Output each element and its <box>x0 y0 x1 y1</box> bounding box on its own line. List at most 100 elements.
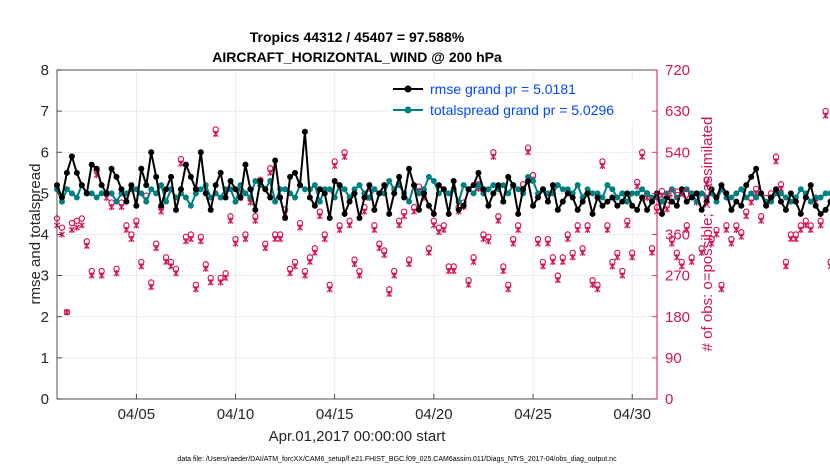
obs-assimilated-marker <box>406 261 413 268</box>
obs-assimilated-marker <box>525 149 532 156</box>
y-tick-label-right: 630 <box>665 103 690 120</box>
rmse-point <box>738 202 745 209</box>
obs-assimilated-marker <box>440 226 447 234</box>
rmse-point <box>758 190 765 197</box>
rmse-point <box>252 206 259 213</box>
totalspread-point <box>371 186 378 193</box>
obs-assimilated-marker <box>78 222 85 229</box>
totalspread-point <box>668 186 675 193</box>
rmse-point <box>564 190 571 197</box>
rmse-point <box>510 182 517 189</box>
rmse-point <box>579 198 586 205</box>
rmse-point <box>475 169 482 176</box>
totalspread-point <box>782 194 789 201</box>
obs-possible-marker <box>827 258 830 266</box>
rmse-point <box>485 202 492 209</box>
obs-assimilated-marker <box>68 226 75 234</box>
rmse-point <box>530 202 537 209</box>
legend-rmse-label: rmse grand pr = 5.0181 <box>430 81 576 97</box>
obs-assimilated-marker <box>782 263 789 270</box>
totalspread-point <box>569 190 576 197</box>
x-tick-label: 04/10 <box>217 406 255 423</box>
rmse-point <box>326 215 333 222</box>
obs-assimilated-marker <box>792 235 799 243</box>
rmse-point <box>604 198 611 205</box>
obs-assimilated-marker <box>599 162 606 170</box>
obs-assimilated-marker <box>465 281 472 288</box>
totalspread-point <box>187 202 194 209</box>
obs-assimilated-marker <box>748 199 755 206</box>
obs-assimilated-marker <box>723 226 730 234</box>
rmse-point <box>663 194 670 201</box>
obs-assimilated-marker <box>287 270 294 277</box>
totalspread-point <box>530 178 537 185</box>
obs-assimilated-marker <box>728 240 735 247</box>
y-tick-label-left: 0 <box>41 391 49 408</box>
obs-assimilated-marker <box>554 277 561 284</box>
rmse-point <box>490 190 497 197</box>
totalspread-point <box>559 186 566 193</box>
y-tick-label-right: 360 <box>665 227 690 244</box>
rmse-point <box>292 169 299 176</box>
rmse-point <box>73 169 80 176</box>
rmse-point <box>63 169 70 176</box>
rmse-point <box>569 194 576 201</box>
totalspread-point <box>143 198 150 205</box>
obs-assimilated-marker <box>564 235 571 243</box>
rmse-point <box>222 194 229 201</box>
rmse-point <box>787 190 794 197</box>
y-tick-label-left: 5 <box>41 185 49 202</box>
obs-assimilated-marker <box>361 208 368 215</box>
totalspread-point <box>639 186 646 193</box>
rmse-point <box>430 210 437 217</box>
rmse-point <box>371 206 378 213</box>
obs-assimilated-marker <box>797 226 804 234</box>
rmse-point <box>420 190 427 197</box>
rmse-point <box>267 194 274 201</box>
totalspread-point <box>68 190 75 197</box>
rmse-point <box>465 186 472 193</box>
obs-assimilated-marker <box>703 181 710 188</box>
totalspread-point <box>232 198 239 205</box>
rmse-point <box>549 182 556 189</box>
totalspread-point <box>148 186 155 193</box>
obs-assimilated-marker <box>153 245 160 252</box>
totalspread-point <box>158 182 165 189</box>
obs-assimilated-marker <box>802 222 809 229</box>
rmse-point <box>118 186 125 193</box>
y-tick-label-right: 720 <box>665 62 690 79</box>
rmse-point <box>311 202 318 209</box>
totalspread-point <box>728 194 735 201</box>
rmse-point <box>163 186 170 193</box>
obs-assimilated-marker <box>515 226 522 234</box>
rmse-point <box>480 186 487 193</box>
obs-assimilated-marker <box>63 309 70 316</box>
legend-spread-marker <box>404 106 412 114</box>
rmse-point <box>658 210 665 217</box>
rmse-point <box>282 215 289 222</box>
obs-assimilated-marker <box>807 226 814 234</box>
totalspread-point <box>153 190 160 197</box>
obs-assimilated-marker <box>559 258 566 266</box>
totalspread-point <box>113 198 120 205</box>
rmse-point <box>753 165 760 172</box>
obs-assimilated-marker <box>73 224 80 231</box>
obs-assimilated-marker <box>758 217 765 224</box>
obs-assimilated-marker <box>123 226 130 234</box>
totalspread-point <box>743 194 750 201</box>
rmse-point <box>406 165 413 172</box>
totalspread-point <box>252 178 259 185</box>
obs-assimilated-marker <box>172 270 180 277</box>
obs-assimilated-marker <box>822 112 829 119</box>
rmse-point <box>301 128 308 135</box>
totalspread-point <box>624 198 631 205</box>
totalspread-point <box>272 198 279 205</box>
rmse-point <box>733 198 740 205</box>
rmse-point <box>341 210 348 217</box>
totalspread-point <box>425 173 432 180</box>
obs-assimilated-marker <box>252 217 259 224</box>
rmse-point <box>827 198 830 205</box>
x-tick-label: 04/15 <box>316 406 354 423</box>
obs-assimilated-marker <box>207 279 214 286</box>
